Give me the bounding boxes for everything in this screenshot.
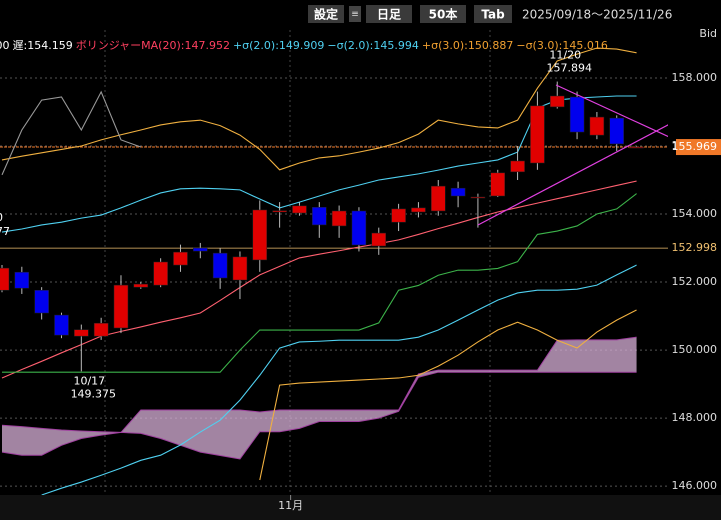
cloud-edge: [1, 336, 637, 433]
indicator-line: [1, 47, 637, 171]
legend-item: 6.800: [0, 39, 10, 52]
candle-body: [14, 271, 30, 289]
y-tick-label: 148.000: [672, 411, 718, 424]
y-tick-label: 158.000: [672, 71, 718, 84]
candle-body: [490, 172, 505, 197]
y-tick-label: 150.000: [672, 343, 718, 356]
y-tick-label: 146.000: [672, 479, 718, 492]
current-label: 155.969: [672, 140, 718, 153]
candle-body: [54, 314, 69, 336]
bid-label: Bid: [699, 27, 717, 40]
y-tick-label: 154.000: [672, 207, 718, 220]
candle-body: [0, 267, 10, 291]
annotation-price: 149.375: [71, 387, 117, 400]
annotation-date: 11/20: [549, 49, 581, 62]
legend-item: −σ(2.0):145.994: [327, 39, 418, 52]
candle-body: [510, 160, 525, 173]
legend-item: 遅:154.159: [13, 39, 73, 52]
candle-body: [589, 116, 605, 136]
current-box: [676, 139, 721, 156]
candle-body: [351, 210, 367, 246]
toolbar-button[interactable]: [366, 5, 412, 23]
candle-body: [133, 283, 149, 288]
cloud: [2, 337, 637, 459]
reference-label: 152.998: [672, 241, 718, 254]
indicator-line: [2, 193, 637, 373]
legend-item: +σ(2.0):149.909: [233, 39, 324, 52]
legend-item: −σ(3.0):145.016: [516, 39, 607, 52]
candle-body: [450, 187, 466, 197]
button-label: 日足: [377, 8, 401, 22]
candle-body: [173, 251, 188, 266]
candle-body: [371, 232, 387, 247]
button-label: Tab: [481, 8, 505, 22]
button-label: 設定: [314, 7, 338, 22]
candle-body: [153, 261, 168, 286]
candle-body: [549, 95, 565, 108]
candle-body: [232, 256, 248, 281]
indicator-line: [41, 264, 637, 496]
annotation-price: 157.894: [546, 62, 592, 75]
candle-body: [331, 210, 347, 227]
cloud-edge: [1, 371, 637, 460]
toolbar-button[interactable]: [420, 5, 466, 23]
candle-body: [113, 284, 129, 329]
date-range: 2025/09/18〜2025/11/26: [522, 8, 672, 22]
candle-body: [312, 206, 327, 226]
menu-icon: ≡: [351, 10, 359, 20]
annotation-date: 10/17: [73, 374, 105, 387]
candle-body: [411, 207, 426, 213]
indicator-line: [259, 309, 637, 481]
clipped-label: 77: [0, 225, 10, 238]
plot: [0, 47, 668, 496]
price-axis: [668, 28, 721, 495]
candle-body: [193, 247, 208, 252]
indicator-line: [1, 90, 141, 176]
candle-body: [212, 252, 228, 279]
candle-body: [93, 322, 109, 337]
candle-body: [292, 205, 307, 214]
button-label: 50本: [429, 7, 458, 22]
toolbar-button[interactable]: [474, 5, 512, 23]
candle-body: [252, 209, 268, 261]
y-tick-label: 152.000: [672, 275, 718, 288]
candle-body: [272, 210, 287, 213]
toolbar-button[interactable]: [308, 5, 344, 23]
menu-button[interactable]: [349, 6, 361, 22]
legend-item: ボリンジャーMA(20):147.952: [76, 39, 230, 52]
candle-body: [569, 96, 585, 133]
legend-item: +σ(3.0):150.887: [422, 39, 513, 52]
clipped-label: 0: [0, 211, 3, 224]
candle-body: [431, 185, 446, 212]
candle-body: [530, 105, 545, 164]
candle-body: [629, 146, 644, 149]
time-axis: [0, 495, 721, 520]
candle-body: [34, 289, 49, 314]
candle-body: [470, 196, 486, 199]
candle-body: [74, 329, 89, 337]
x-tick-label: 11月: [278, 499, 303, 512]
candle-body: [391, 208, 406, 223]
candle-body: [609, 117, 624, 145]
